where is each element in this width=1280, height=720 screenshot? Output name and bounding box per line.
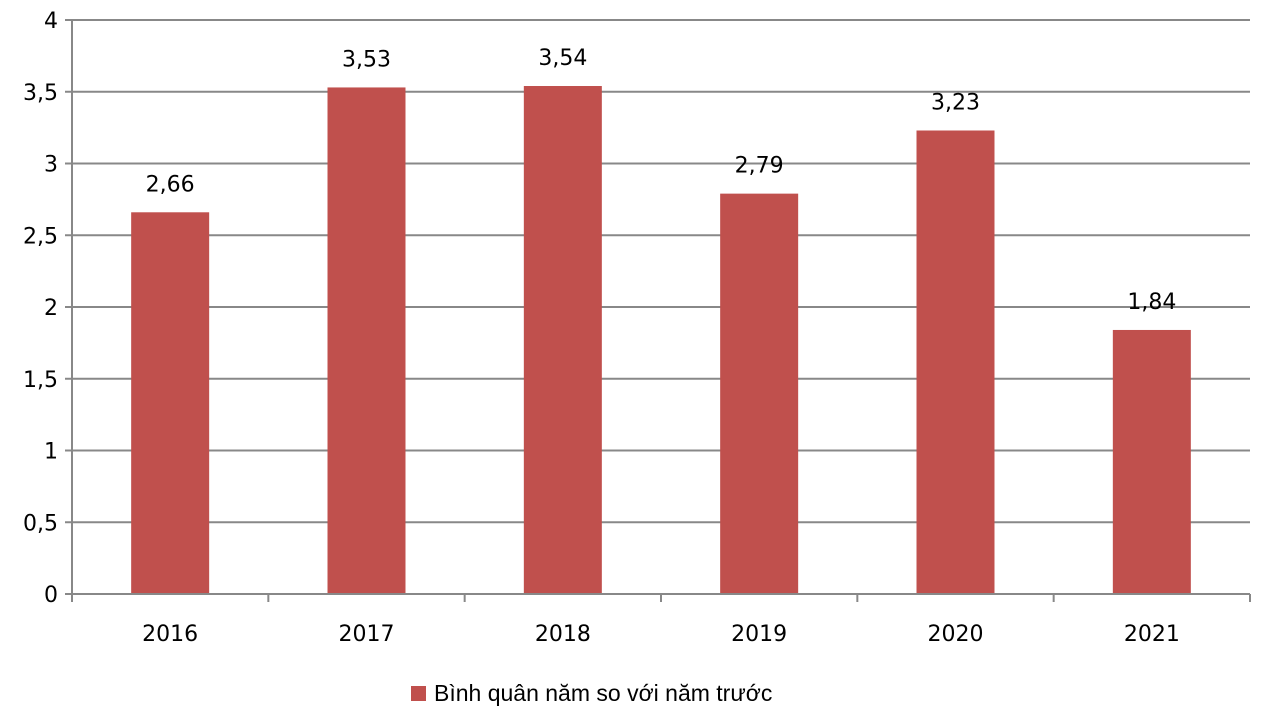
y-axis-ticks: 0 0,5 1 1,5 2 2,5 3 3,5 4 bbox=[23, 9, 72, 608]
bar bbox=[327, 87, 406, 594]
x-tick-label: 2021 bbox=[1124, 622, 1180, 647]
bar bbox=[720, 193, 799, 594]
x-tick-label: 2017 bbox=[339, 622, 395, 647]
bar bbox=[916, 130, 995, 594]
legend-label: Bình quân năm so với năm trước bbox=[434, 680, 772, 706]
x-tick-label: 2019 bbox=[731, 622, 787, 647]
bar bbox=[131, 212, 210, 595]
x-axis-ticks: 2016 2017 2018 2019 2020 2021 bbox=[71, 594, 1251, 647]
data-label: 3,53 bbox=[342, 47, 391, 72]
y-tick-label: 2 bbox=[44, 296, 58, 321]
data-label: 2,66 bbox=[146, 172, 195, 197]
legend: Bình quân năm so với năm trước bbox=[411, 680, 772, 706]
y-tick-label: 2,5 bbox=[23, 224, 58, 249]
bars bbox=[131, 86, 1191, 595]
y-tick-label: 3 bbox=[44, 153, 58, 178]
x-tick-label: 2020 bbox=[928, 622, 984, 647]
y-tick-label: 0 bbox=[44, 583, 58, 608]
y-tick-label: 1 bbox=[44, 440, 58, 465]
y-tick-label: 4 bbox=[44, 9, 58, 34]
x-tick-label: 2016 bbox=[142, 622, 198, 647]
y-tick-label: 0,5 bbox=[23, 511, 58, 536]
data-label: 2,79 bbox=[735, 154, 784, 179]
data-label: 3,23 bbox=[931, 90, 980, 115]
y-tick-label: 1,5 bbox=[23, 368, 58, 393]
gridlines bbox=[72, 19, 1250, 524]
y-tick-label: 3,5 bbox=[23, 81, 58, 106]
bar bbox=[523, 86, 602, 594]
data-label: 3,54 bbox=[538, 46, 587, 71]
x-tick-label: 2018 bbox=[535, 622, 591, 647]
legend-swatch bbox=[411, 686, 426, 701]
data-labels: 2,66 3,53 3,54 2,79 3,23 1,84 bbox=[146, 46, 1177, 315]
data-label: 1,84 bbox=[1127, 290, 1176, 315]
bar bbox=[1112, 329, 1191, 594]
